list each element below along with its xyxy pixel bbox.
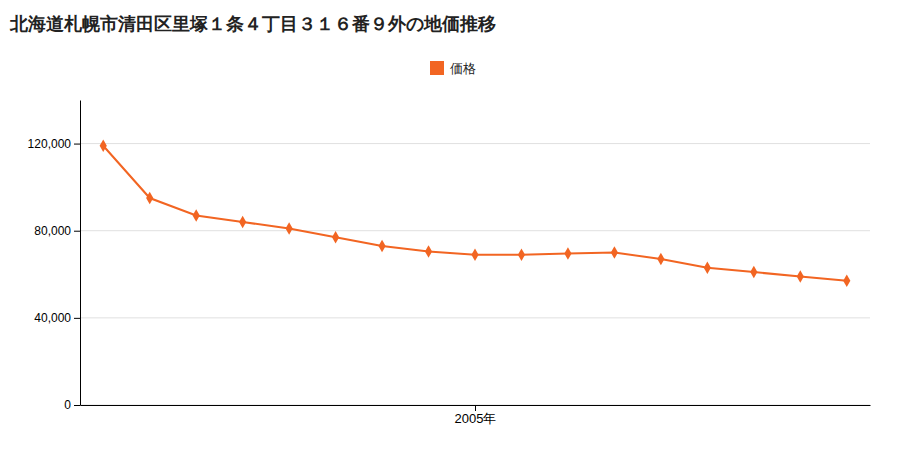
grid-line [80,143,870,144]
y-axis: 0 40,000 80,000 120,000 [28,101,81,413]
marker [378,240,385,252]
tick-label: 40,000 [34,311,71,325]
legend-label: 価格 [450,61,476,76]
tick-mark [74,144,80,145]
marker [564,247,571,259]
tick-label: 80,000 [34,224,71,238]
axis-line [80,101,81,406]
legend-swatch [430,61,444,75]
tick-label: 0 [64,398,71,412]
marker [797,270,804,282]
tick: 40,000 [34,311,80,325]
x-axis: 2005年 [81,405,871,426]
marker [843,275,850,287]
grid [80,144,870,405]
tick-mark [74,405,80,406]
tick-label: 2005年 [455,411,497,426]
tick-mark [74,231,80,232]
tick: 80,000 [34,224,80,238]
marker [425,245,432,257]
tick: 2005年 [455,405,497,426]
marker [100,140,107,152]
marker [332,231,339,243]
marker [518,248,525,260]
chart: 0 40,000 80,000 120,000 2005年 北海道札幌市清田区里塚１条４丁… [0,0,900,450]
marker [286,222,293,234]
tick-label: 120,000 [28,137,72,151]
tick-mark [475,405,476,411]
legend: 価格 [430,61,476,76]
marker [750,266,757,278]
plot-area [100,140,851,288]
marker [657,253,664,265]
tick: 0 [64,398,80,412]
marker [471,248,478,260]
marker [611,246,618,258]
marker [193,209,200,221]
marker [704,262,711,274]
grid-line [80,230,870,231]
title: 北海道札幌市清田区里塚１条４丁目３１６番９外の地価推移 [9,13,496,34]
tick: 120,000 [28,137,80,151]
line [103,146,847,281]
marker [239,216,246,228]
tick-mark [74,318,80,319]
grid-line [80,317,870,318]
marker [146,192,153,204]
